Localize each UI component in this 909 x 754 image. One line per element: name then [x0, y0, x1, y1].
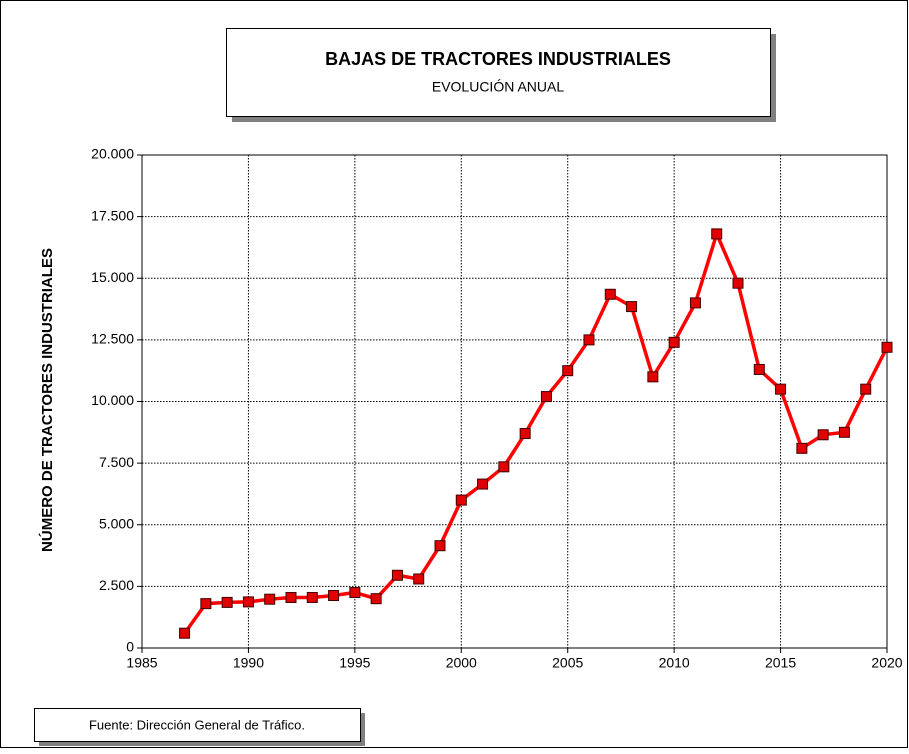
marker — [349, 587, 361, 599]
marker — [626, 301, 638, 313]
marker — [711, 228, 723, 240]
marker — [179, 627, 191, 639]
marker — [413, 573, 425, 585]
y-tick-label: 20.000 — [91, 146, 134, 162]
marker — [881, 341, 893, 353]
y-tick-label: 7.500 — [99, 454, 134, 470]
chart-title: BAJAS DE TRACTORES INDUSTRIALES — [325, 49, 671, 69]
x-tick-label: 2010 — [659, 655, 690, 671]
marker — [242, 596, 254, 608]
plot-area — [141, 154, 888, 649]
marker — [498, 461, 510, 473]
y-tick-label: 10.000 — [91, 392, 134, 408]
marker — [519, 428, 531, 440]
marker — [370, 593, 382, 605]
source: Fuente: Dirección General de Tráfico. — [89, 717, 305, 732]
marker — [562, 365, 574, 377]
marker — [221, 596, 233, 608]
x-tick-label: 2000 — [446, 655, 477, 671]
source-box — [34, 708, 361, 742]
marker — [668, 336, 680, 348]
y-tick-label: 2.500 — [99, 577, 134, 593]
x-tick-label: 1995 — [339, 655, 370, 671]
y-tick-label: 5.000 — [99, 515, 134, 531]
y-tick-label: 15.000 — [91, 269, 134, 285]
marker — [583, 334, 595, 346]
marker — [604, 288, 616, 300]
marker — [732, 277, 744, 289]
x-tick-label: 2005 — [552, 655, 583, 671]
marker — [285, 591, 297, 603]
marker — [306, 591, 318, 603]
marker — [838, 426, 850, 438]
x-tick-label: 1990 — [233, 655, 264, 671]
marker — [796, 442, 808, 454]
marker — [647, 371, 659, 383]
marker — [391, 569, 403, 581]
line — [183, 232, 889, 635]
marker — [328, 589, 340, 601]
title-box — [226, 28, 771, 117]
marker — [689, 297, 701, 309]
marker — [860, 383, 872, 395]
marker — [817, 429, 829, 441]
marker — [540, 391, 552, 403]
marker — [200, 598, 212, 610]
marker — [455, 494, 467, 506]
x-tick-label: 2015 — [765, 655, 796, 671]
marker — [753, 363, 765, 375]
marker — [264, 593, 276, 605]
y-axis-label: NÚMERO DE TRACTORES INDUSTRIALES — [38, 248, 56, 552]
x-tick-label: 1985 — [126, 655, 157, 671]
marker — [434, 540, 446, 552]
x-tick-label: 2020 — [871, 655, 902, 671]
y-tick-label: 0 — [126, 639, 134, 655]
y-tick-label: 17.500 — [91, 207, 134, 223]
marker — [775, 383, 787, 395]
marker — [477, 478, 489, 490]
chart-subtitle: EVOLUCIÓN ANUAL — [432, 79, 564, 95]
y-tick-label: 12.500 — [91, 331, 134, 347]
